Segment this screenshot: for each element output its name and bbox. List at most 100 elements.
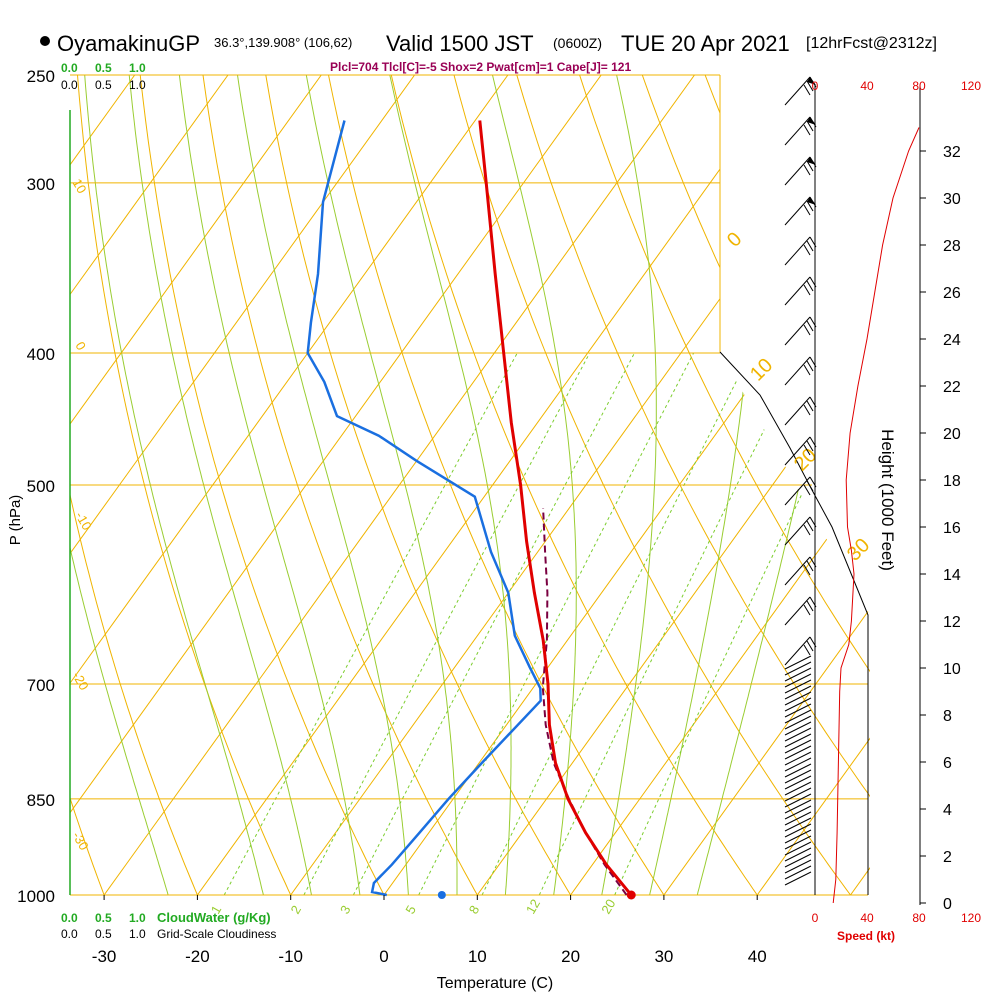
temperature-tick-label: -30	[92, 947, 117, 966]
isobars	[70, 74, 868, 896]
wind-barb-icon	[784, 853, 812, 868]
wind-barb-icon	[784, 805, 812, 820]
height-tick-label: 8	[943, 708, 952, 725]
mixing-ratio-label: 20	[598, 896, 618, 916]
cloud-axis-tick-label: 1.0	[129, 927, 146, 941]
dry-adiabat-line	[70, 75, 211, 895]
wind-barb-flag-icon	[803, 444, 811, 456]
cloud-axis-tick-label: 1.0	[129, 61, 146, 75]
wind-barb-flag-icon	[803, 84, 811, 96]
wind-barb-staff-icon	[784, 276, 811, 306]
moist-adiabat-line	[70, 75, 178, 895]
cloud-axis-tick-label: 1.0	[129, 78, 146, 92]
dry-adiabat-line	[70, 75, 116, 895]
dry-adiabat-line	[385, 75, 778, 895]
wind-pennant-icon	[807, 117, 816, 125]
pressure-tick-label: 850	[27, 791, 55, 810]
cloud-axis-tick-label: 0.5	[95, 61, 112, 75]
moist-adiabat-line	[492, 75, 577, 895]
isotherm-line	[70, 75, 322, 895]
speed-tick-label-bottom: 40	[860, 911, 874, 925]
wind-barb-icon	[784, 733, 812, 748]
cloud-axis-tick-label: 0.0	[61, 61, 78, 75]
wind-barb-flag-icon	[806, 360, 814, 372]
utc-time: (0600Z)	[553, 35, 602, 51]
wind-barb-staff-icon	[784, 476, 811, 506]
dry-adiabat-line	[261, 75, 589, 895]
isotherm-line	[70, 75, 229, 895]
temperature-tick-label: 20	[561, 947, 580, 966]
height-tick-label: 4	[943, 802, 952, 819]
isotherm-line	[663, 75, 870, 895]
wind-barb-icon	[784, 787, 812, 802]
dry-adiabat-line	[571, 75, 870, 895]
wind-barb-icon	[784, 781, 812, 796]
pressure-tick-label: 700	[27, 676, 55, 695]
cloud-axis-tick-label: 0.5	[95, 911, 112, 925]
height-tick-label: 6	[943, 755, 952, 772]
pressure-tick-label: 250	[27, 67, 55, 86]
wind-barb-flag-icon	[806, 440, 814, 452]
wind-barb-icon	[784, 841, 812, 856]
dry-adiabat-line	[75, 75, 305, 895]
wind-barb-flag-icon	[806, 120, 814, 132]
wind-barb-icon	[784, 679, 812, 694]
wind-pennant-icon	[807, 77, 816, 85]
moist-adiabat-line	[237, 75, 411, 895]
wind-barb-staff-icon	[784, 196, 811, 226]
height-tick-label: 20	[943, 426, 961, 443]
wind-barb-staff-icon	[784, 636, 811, 666]
forecast-info: [12hrFcst@2312z]	[806, 35, 937, 52]
mixing-ratio-label: 12	[523, 896, 543, 916]
valid-date: TUE 20 Apr 2021	[621, 31, 790, 56]
isotherm-label: 10	[69, 176, 89, 196]
speed-tick-label-top: 40	[860, 79, 874, 93]
height-tick-label: 12	[943, 614, 961, 631]
moist-adiabat-line	[178, 75, 364, 895]
pressure-tick-label: 500	[27, 477, 55, 496]
wind-barb-icon	[784, 685, 812, 700]
wind-barb-icon	[784, 703, 812, 718]
dry-adiabat-line	[137, 75, 400, 895]
wind-barb-staff-icon	[784, 516, 811, 546]
wind-barb-icon	[784, 757, 812, 772]
chart-title: OyamakinuGP 36.3°,139.908° (106,62) Vali…	[40, 31, 937, 74]
wind-barb-icon	[784, 847, 812, 862]
wind-barb-staff-icon	[784, 436, 811, 466]
wind-barb-icon	[784, 817, 812, 832]
temperature-tick-label: -20	[185, 947, 210, 966]
wind-barb-flag-icon	[803, 204, 811, 216]
surface-dewpoint-marker	[437, 891, 446, 899]
speed-tick-label-bottom: 0	[812, 911, 819, 925]
speed-tick-label-bottom: 120	[961, 911, 981, 925]
pressure-axis: 250 300 400 500 700 850 1000	[17, 67, 55, 906]
cloud-axis-tick-label: 0.0	[61, 911, 78, 925]
wind-barb-icon	[784, 835, 812, 850]
pressure-tick-label: 1000	[17, 887, 55, 906]
wind-barb-staff-icon	[784, 556, 811, 586]
wind-barb-staff-icon	[784, 316, 811, 346]
stability-indices: Plcl=704 Tlcl[C]=-5 Shox=2 Pwat[cm]=1 Ca…	[330, 60, 631, 74]
surface-temperature-marker	[626, 890, 636, 900]
y-axis-label: P (hPa)	[7, 495, 24, 546]
wind-barb-icon	[784, 811, 812, 826]
wind-barb-icon	[784, 793, 812, 808]
wind-barb-icon	[784, 745, 812, 760]
wind-barb-flag-icon	[806, 280, 814, 292]
height-tick-label: 10	[943, 661, 961, 678]
wind-barb-flag-icon	[806, 240, 814, 252]
wind-barb-flag-icon	[806, 320, 814, 332]
wind-barb-staff-icon	[784, 76, 811, 106]
wind-barb-icon	[784, 721, 812, 736]
cloudwater-label: CloudWater (g/Kg)	[157, 910, 271, 925]
moist-adiabat-line	[596, 75, 657, 895]
isotherms	[70, 75, 870, 895]
wind-barb-flag-icon	[803, 124, 811, 136]
wind-barb-flag-icon	[803, 644, 811, 656]
wind-barb-icon	[784, 769, 812, 784]
wind-barb-icon	[784, 829, 812, 844]
wind-speed-curve	[832, 127, 920, 904]
